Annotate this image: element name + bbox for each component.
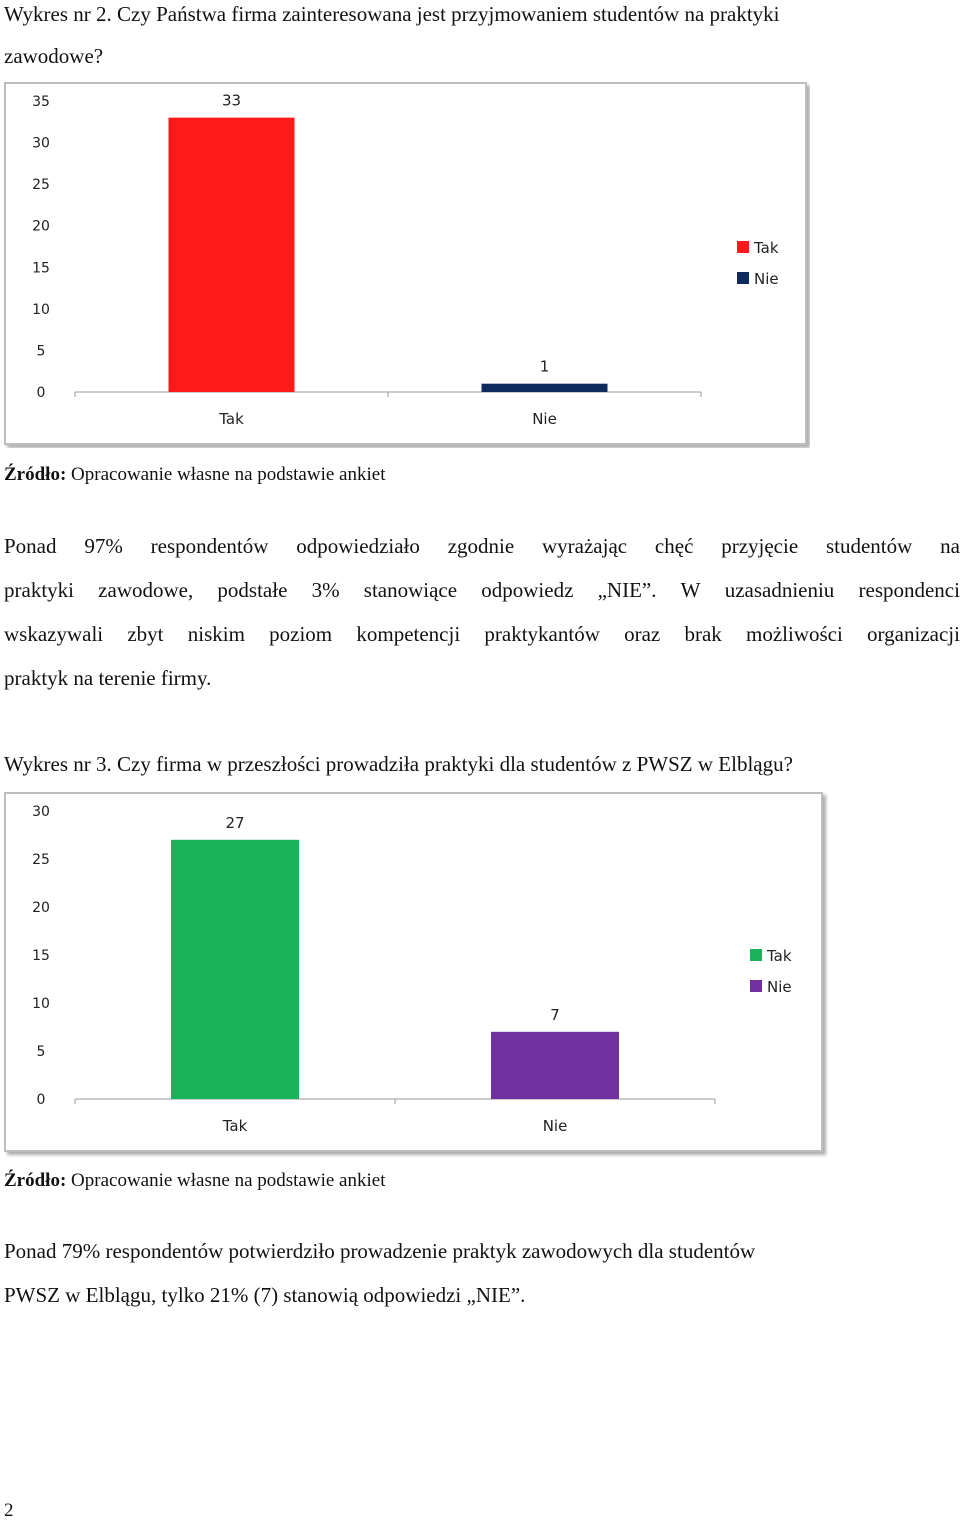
chart-1-category-label: Tak: [218, 410, 244, 428]
chart-2-legend-label: Nie: [767, 978, 792, 996]
chart-1: 0 5 10 15 20 25 30 35 33 Tak 1 Nie Tak Nie: [4, 82, 810, 453]
word: kompetencji: [356, 622, 461, 646]
word: „NIE”.: [597, 578, 657, 602]
paragraph-2-line1: Ponad 79% respondentów potwierdziło prow…: [4, 1239, 756, 1263]
word: wyrażając: [542, 534, 628, 558]
word: Ponad: [4, 534, 57, 558]
chart-1-y-tick-label: 30: [32, 136, 50, 152]
word: stanowiące: [363, 578, 458, 602]
chart-2-y-tick-label: 10: [32, 996, 50, 1012]
word: 3%: [311, 578, 340, 602]
paragraph-1-line1: Ponad 97% respondentów odpowiedziało zgo…: [4, 536, 960, 557]
chart-1-data-label: 1: [540, 358, 550, 376]
word: praktykantów: [484, 622, 600, 646]
chart-2-category-label: Tak: [222, 1117, 248, 1135]
word: studentów: [825, 534, 913, 558]
chart-2-legend-swatch-tak: [750, 949, 762, 961]
word: wskazywali: [4, 622, 104, 646]
chart-2-y-tick-label: 20: [32, 900, 50, 916]
chart-1-legend-label: Nie: [754, 270, 779, 288]
chart-1-y-tick-label: 5: [37, 343, 46, 359]
chart-2-y-tick-label: 0: [37, 1092, 46, 1108]
chart-1-legend-label: Tak: [753, 239, 779, 257]
chart-2-y-tick-label: 25: [32, 852, 50, 868]
chart-1-bar-tak: [168, 117, 295, 392]
source-label: Źródło:: [4, 464, 67, 485]
chart-1-bar-nie: [481, 383, 608, 392]
word: respondentów: [150, 534, 269, 558]
word: na: [940, 534, 960, 558]
chart-1-data-label: 33: [222, 92, 241, 110]
chart-2-svg: 0 5 10 15 20 25 30 27 Tak 7 Nie Tak Nie: [4, 792, 823, 1152]
word: odpowiedz: [481, 578, 574, 602]
chart-1-y-tick-label: 35: [32, 94, 50, 110]
chart-2-source: Źródło: Opracowanie własne na podstawie …: [4, 1170, 385, 1192]
chart-1-y-tick-label: 20: [32, 219, 50, 235]
chart-1-svg: 0 5 10 15 20 25 30 35 33 Tak 1 Nie Tak Nie: [4, 82, 807, 445]
chart-1-frame: [4, 82, 807, 445]
chart-2-frame: [4, 792, 823, 1152]
chart-1-category-label: Nie: [532, 410, 557, 428]
chart-2-category-label: Nie: [543, 1117, 568, 1135]
page-number: 2: [4, 1500, 14, 1521]
word: 97%: [84, 534, 123, 558]
paragraph-1-line2: praktyki zawodowe, podstałe 3% stanowiąc…: [4, 580, 960, 601]
chart-1-legend-swatch-tak: [737, 241, 749, 253]
chart-2: 0 5 10 15 20 25 30 27 Tak 7 Nie Tak Nie: [4, 792, 828, 1163]
chart-2-bar-nie: [491, 1031, 619, 1099]
chart1-heading-line1: Wykres nr 2. Czy Państwa firma zainteres…: [4, 2, 780, 26]
chart2-heading: Wykres nr 3. Czy firma w przeszłości pro…: [4, 752, 793, 776]
word: poziom: [269, 622, 333, 646]
word: podstałe: [217, 578, 288, 602]
chart-2-legend-label: Tak: [766, 947, 792, 965]
word: niskim: [187, 622, 245, 646]
chart-2-bar-tak: [171, 839, 299, 1099]
chart-1-y-tick-label: 10: [32, 302, 50, 318]
chart-2-legend-swatch-nie: [750, 980, 762, 992]
word: organizacji: [867, 622, 960, 646]
chart-2-y-tick-label: 30: [32, 804, 50, 820]
word: W: [680, 578, 701, 602]
word: przyjęcie: [721, 534, 799, 558]
chart-1-y-tick-label: 25: [32, 177, 50, 193]
word: praktyki: [4, 578, 74, 602]
word: zgodnie: [447, 534, 515, 558]
word: uzasadnieniu: [724, 578, 835, 602]
chart-1-legend-swatch-nie: [737, 272, 749, 284]
word: zawodowe,: [98, 578, 194, 602]
paragraph-1-line4: praktyk na terenie firmy.: [4, 666, 212, 690]
word: brak: [684, 622, 722, 646]
chart-2-data-label: 7: [550, 1006, 560, 1024]
word: oraz: [624, 622, 661, 646]
chart1-heading-line2: zawodowe?: [4, 44, 104, 68]
paragraph-1-line3: wskazywali zbyt niskim poziom kompetencj…: [4, 624, 960, 645]
chart-1-source: Źródło: Opracowanie własne na podstawie …: [4, 464, 385, 486]
source-text: Opracowanie własne na podstawie ankiet: [71, 1170, 386, 1191]
word: respondenci: [858, 578, 960, 602]
chart-2-y-tick-label: 5: [37, 1044, 46, 1060]
chart-1-y-tick-label: 15: [32, 260, 50, 276]
paragraph-2-line2: PWSZ w Elblągu, tylko 21% (7) stanowią o…: [4, 1283, 526, 1307]
word: odpowiedziało: [296, 534, 420, 558]
chart-1-y-tick-label: 0: [37, 385, 46, 401]
chart-2-data-label: 27: [225, 814, 244, 832]
chart-2-y-tick-label: 15: [32, 948, 50, 964]
word: chęć: [654, 534, 694, 558]
word: możliwości: [746, 622, 843, 646]
source-label: Źródło:: [4, 1170, 67, 1191]
word: zbyt: [127, 622, 164, 646]
source-text: Opracowanie własne na podstawie ankiet: [71, 464, 386, 485]
